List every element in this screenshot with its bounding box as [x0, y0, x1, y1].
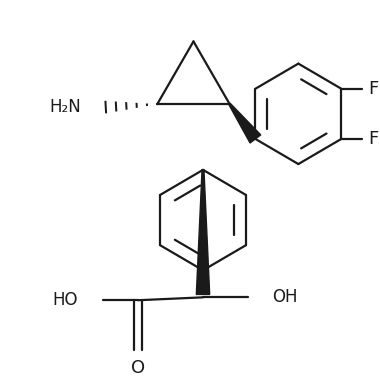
Text: F: F	[369, 80, 379, 98]
Text: OH: OH	[272, 288, 298, 306]
Text: F: F	[369, 130, 379, 148]
Polygon shape	[229, 104, 261, 143]
Polygon shape	[196, 170, 210, 294]
Text: HO: HO	[52, 291, 78, 309]
Text: O: O	[131, 359, 145, 377]
Text: H₂N: H₂N	[49, 98, 81, 116]
